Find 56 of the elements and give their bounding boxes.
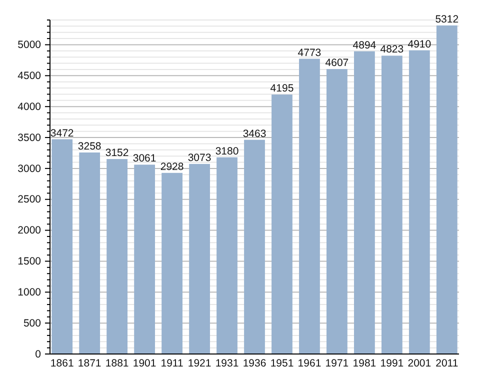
data-label: 4910 <box>408 38 432 50</box>
bar <box>408 50 430 354</box>
data-label: 3073 <box>188 152 212 164</box>
x-tick-label: 1861 <box>50 357 74 370</box>
x-tick-label: 1911 <box>160 357 184 370</box>
data-label: 3258 <box>78 140 102 152</box>
y-tick-label: 2000 <box>18 224 42 237</box>
data-label: 5312 <box>435 13 459 26</box>
y-tick-label: 1500 <box>18 256 42 268</box>
x-tick-label: 1951 <box>270 357 294 370</box>
data-label: 4773 <box>298 46 322 59</box>
y-tick-label: 4500 <box>18 70 42 82</box>
x-tick-label: 1936 <box>242 357 266 370</box>
y-tick-label: 3000 <box>18 162 42 175</box>
data-label: 4823 <box>380 44 404 56</box>
data-label: 3180 <box>215 145 239 158</box>
y-tick-label: 500 <box>23 317 42 330</box>
x-tick-label: 1881 <box>105 357 129 370</box>
bar <box>244 140 265 354</box>
data-label: 4195 <box>270 82 294 95</box>
x-tick-label: 1871 <box>78 357 102 370</box>
y-tick-label: 2500 <box>18 194 42 206</box>
y-tick-label: 1000 <box>18 286 42 299</box>
bar <box>134 164 155 354</box>
data-label: 4607 <box>325 57 349 70</box>
bar <box>381 56 402 354</box>
bar <box>272 94 292 354</box>
y-tick-label: 0 <box>35 348 42 360</box>
data-label: 4894 <box>352 39 376 52</box>
x-tick-label: 1921 <box>188 357 212 370</box>
bar <box>354 51 375 354</box>
bar <box>189 164 210 354</box>
x-tick-label: 1991 <box>380 357 404 370</box>
bar <box>216 157 238 354</box>
x-tick-label: 1961 <box>298 357 322 370</box>
bar <box>326 69 348 354</box>
data-label: 2928 <box>160 160 184 173</box>
bar <box>79 152 100 354</box>
bar <box>106 159 128 354</box>
x-tick-label: 1971 <box>325 357 349 370</box>
x-tick-label: 1901 <box>132 357 156 370</box>
bar <box>436 25 458 354</box>
x-tick-label: 1931 <box>215 357 239 370</box>
bar <box>162 172 182 354</box>
data-label: 3152 <box>105 147 129 160</box>
y-tick-label: 5000 <box>18 39 42 52</box>
data-label: 3463 <box>242 128 266 140</box>
bar <box>52 139 73 354</box>
y-tick-label: 4000 <box>18 100 42 113</box>
bar <box>299 58 320 354</box>
x-tick-label: 2011 <box>436 357 458 370</box>
x-tick-label: 1981 <box>352 357 376 370</box>
data-label: 3472 <box>50 127 74 140</box>
data-label: 3061 <box>132 152 156 165</box>
y-tick-label: 3500 <box>18 132 42 144</box>
x-tick-label: 2001 <box>408 357 432 370</box>
